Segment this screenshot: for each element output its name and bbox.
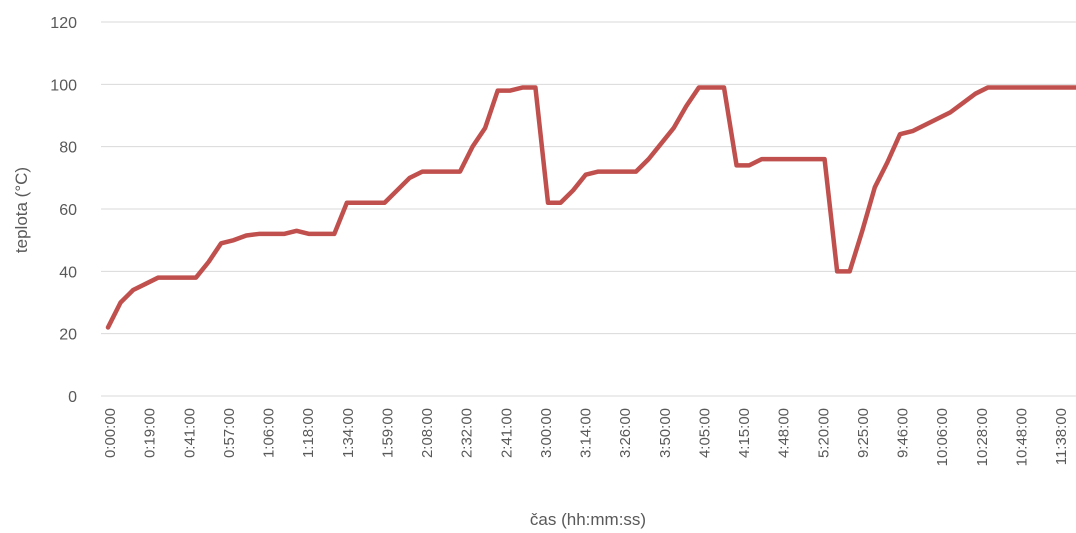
y-tick-label: 120	[50, 15, 77, 32]
x-tick-label: 3:00:00	[538, 408, 555, 458]
x-tick-label: 11:38:00	[1053, 408, 1070, 465]
y-tick-label: 60	[59, 202, 77, 219]
x-tick-label: 3:26:00	[617, 408, 634, 458]
y-tick-label: 20	[59, 327, 77, 344]
x-axis-title: čas (hh:mm:ss)	[530, 510, 646, 529]
x-tick-label: 4:15:00	[736, 408, 753, 458]
x-tick-label: 1:59:00	[379, 408, 396, 458]
x-tick-label: 2:41:00	[498, 408, 515, 458]
x-tick-label: 0:00:00	[102, 408, 119, 458]
gridlines	[101, 21, 1076, 397]
x-tick-label: 1:06:00	[261, 408, 278, 458]
y-axis-ticks: 0 20 40 60 80 100 120	[50, 15, 77, 406]
x-tick-label: 3:14:00	[578, 408, 595, 458]
x-tick-label: 0:41:00	[181, 408, 198, 458]
y-tick-label: 0	[68, 389, 77, 406]
x-tick-label: 0:19:00	[142, 408, 159, 458]
y-tick-label: 100	[50, 77, 77, 94]
x-tick-label: 5:20:00	[815, 408, 832, 458]
x-tick-label: 3:50:00	[657, 408, 674, 458]
x-axis-ticks: 0:00:00 0:19:00 0:41:00 0:57:00 1:06:00 1:18:…	[102, 408, 1070, 466]
x-tick-label: 10:48:00	[1013, 408, 1030, 466]
x-tick-label: 10:28:00	[974, 408, 991, 466]
x-tick-label: 9:46:00	[895, 408, 912, 458]
x-tick-label: 10:06:00	[934, 408, 951, 466]
series-layer	[105, 85, 1076, 330]
x-tick-label: 1:34:00	[340, 408, 357, 458]
series-line	[105, 85, 1076, 330]
y-tick-label: 80	[59, 140, 77, 157]
x-tick-label: 1:18:00	[300, 408, 317, 458]
y-tick-label: 40	[59, 264, 77, 281]
x-tick-label: 2:32:00	[459, 408, 476, 458]
x-tick-label: 4:48:00	[776, 408, 793, 458]
x-tick-label: 4:05:00	[696, 408, 713, 458]
x-tick-label: 9:25:00	[855, 408, 872, 458]
x-tick-label: 0:57:00	[221, 408, 238, 458]
x-tick-label: 2:08:00	[419, 408, 436, 458]
y-axis-title: teplota (°C)	[12, 167, 31, 253]
